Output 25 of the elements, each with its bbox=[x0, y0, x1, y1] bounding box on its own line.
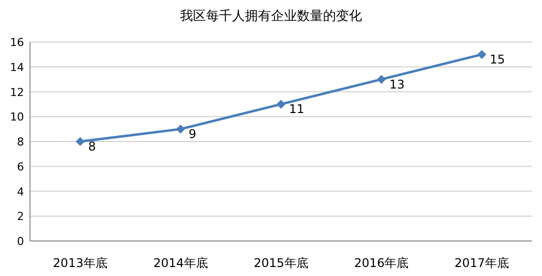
data-label: 8 bbox=[88, 140, 96, 154]
y-tick-label: 4 bbox=[17, 185, 24, 198]
chart-title: 我区每千人拥有企业数量的变化 bbox=[180, 9, 362, 24]
data-label: 11 bbox=[289, 102, 304, 116]
x-tick-label: 2014年底 bbox=[153, 256, 208, 270]
point bbox=[276, 100, 286, 109]
y-tick-label: 16 bbox=[10, 36, 24, 49]
y-tick-label: 0 bbox=[17, 235, 24, 248]
data-label: 9 bbox=[188, 127, 196, 142]
point bbox=[76, 137, 85, 146]
y-tick-label: 14 bbox=[10, 60, 24, 74]
point bbox=[477, 50, 486, 59]
x-tick-label: 2017年底 bbox=[454, 256, 510, 270]
x-tick-label: 2015年底 bbox=[254, 256, 308, 270]
data-label: 13 bbox=[389, 77, 405, 92]
x-tick-label: 2013年底 bbox=[52, 256, 108, 270]
y-tick-label: 2 bbox=[17, 210, 24, 224]
data-label: 15 bbox=[490, 52, 506, 66]
point bbox=[376, 74, 386, 84]
y-tick-label: 8 bbox=[17, 136, 24, 148]
y-tick-label: 6 bbox=[17, 160, 24, 174]
y-tick-label: 10 bbox=[10, 110, 24, 124]
x-tick-label: 2016年底 bbox=[354, 256, 409, 270]
point bbox=[176, 124, 186, 134]
y-tick-label: 12 bbox=[10, 86, 24, 99]
